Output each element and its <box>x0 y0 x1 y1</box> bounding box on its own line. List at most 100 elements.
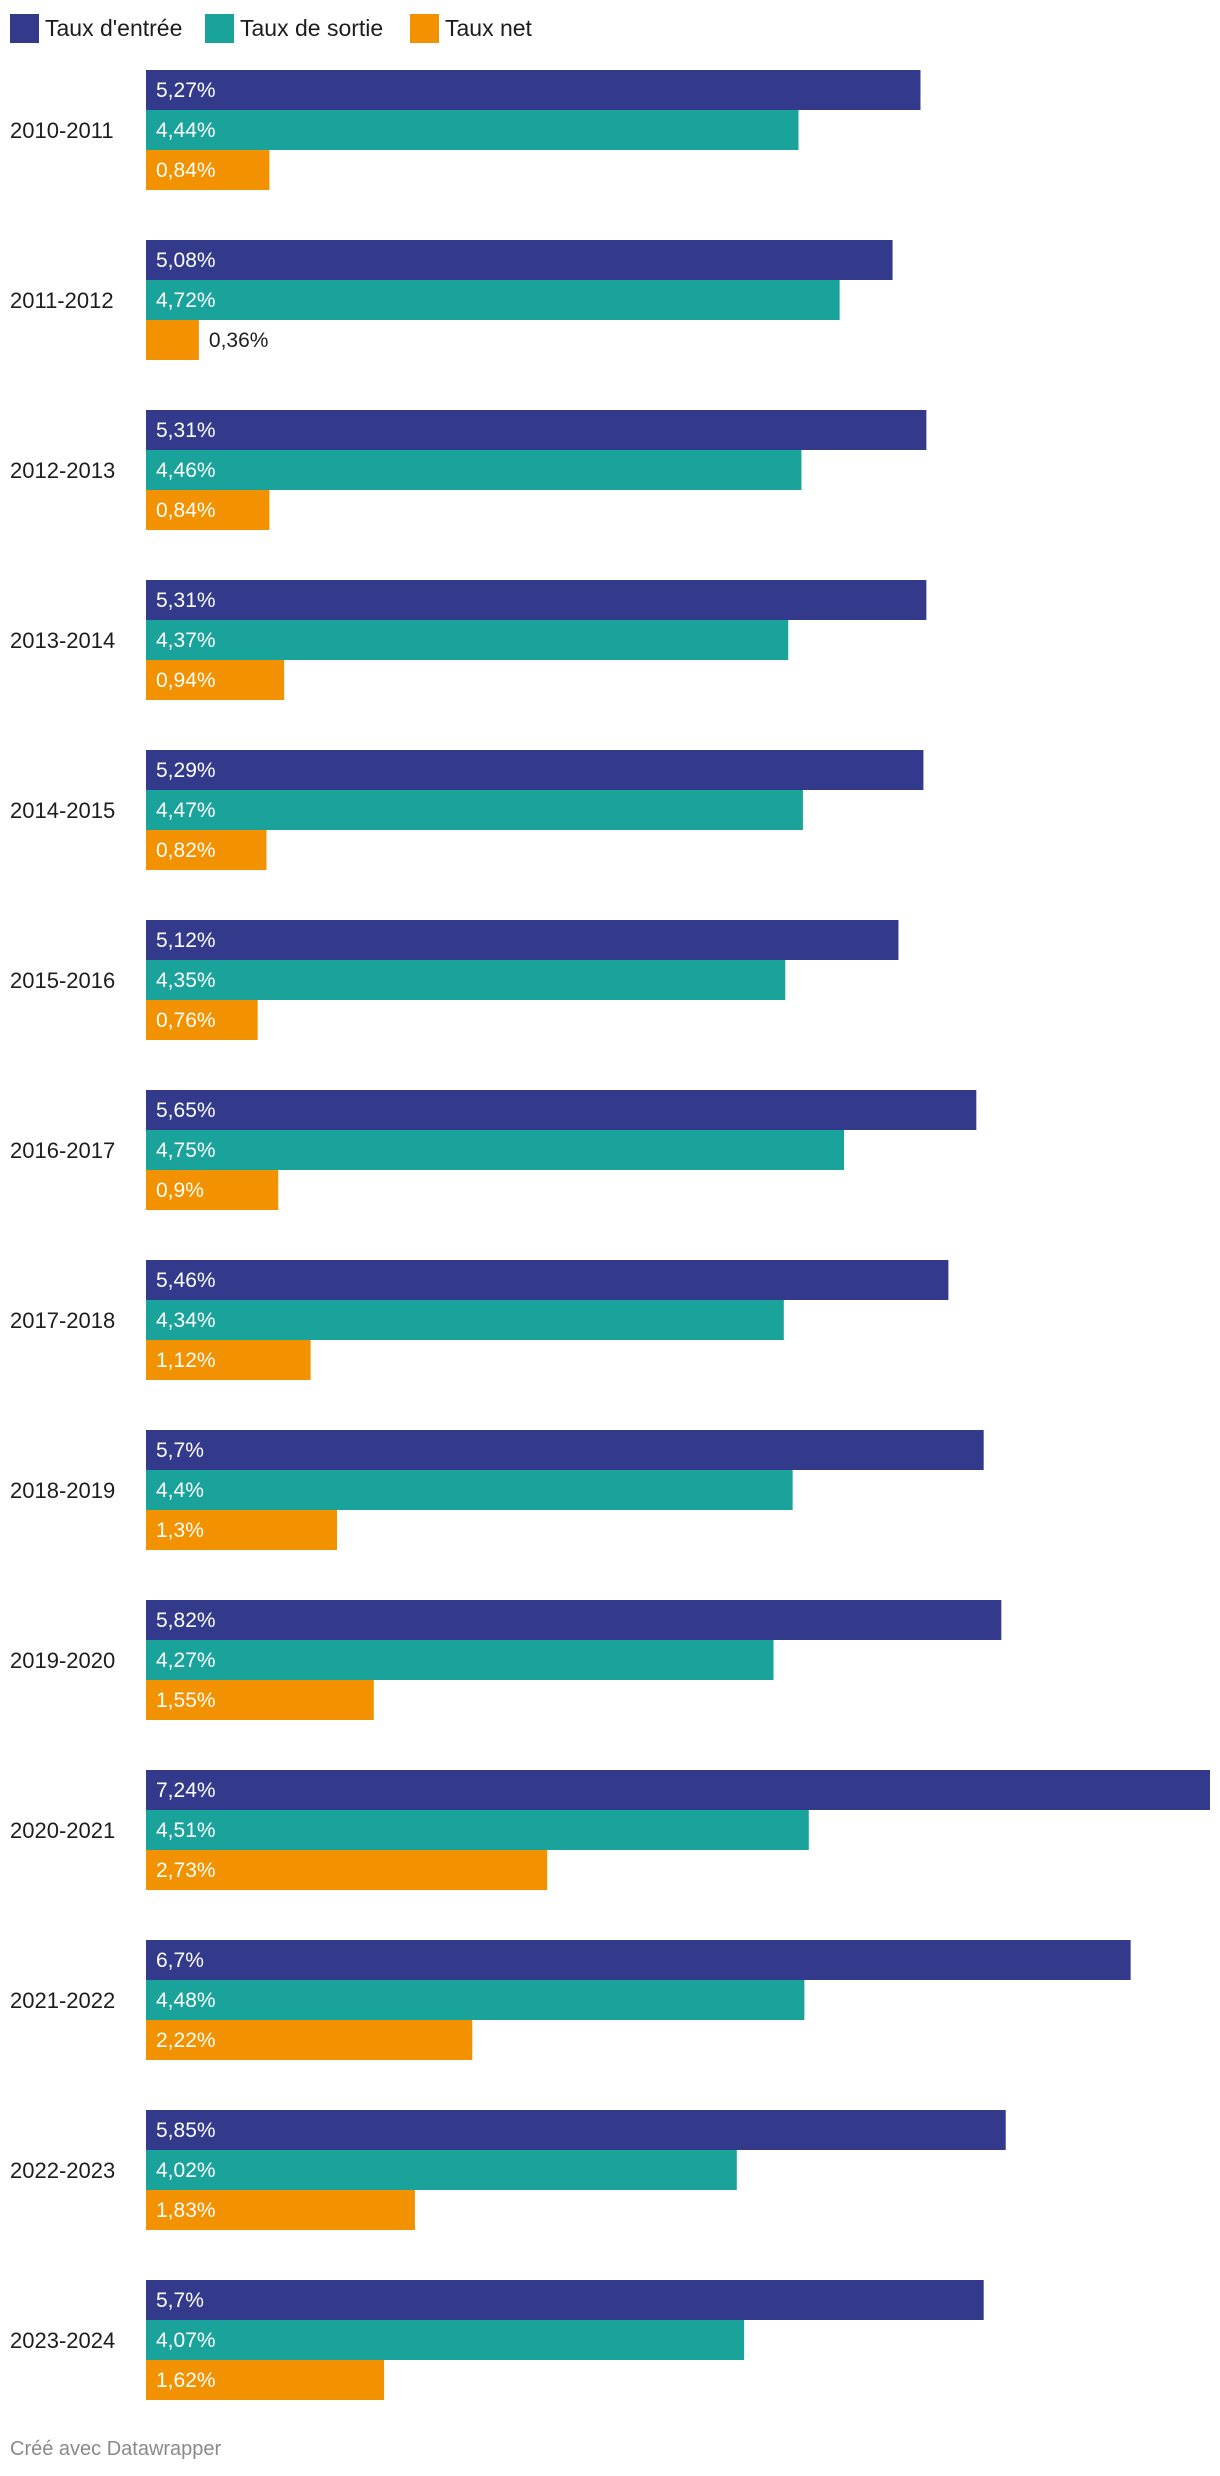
data-label: 5,65% <box>156 1099 216 1122</box>
category-label: 2022-2023 <box>10 2158 115 2183</box>
data-label: 5,31% <box>156 419 216 442</box>
category-label: 2020-2021 <box>10 1818 115 1843</box>
group-2015-2016: 2015-2016 5,12% 4,35% 0,76% <box>10 920 899 1040</box>
data-label: 0,94% <box>156 669 216 692</box>
category-label: 2016-2017 <box>10 1138 115 1163</box>
data-label: 4,72% <box>156 289 216 312</box>
bar <box>146 110 799 150</box>
bar <box>146 1090 977 1130</box>
bar <box>146 2190 415 2230</box>
bar <box>146 920 899 960</box>
data-label: 0,76% <box>156 1009 216 1032</box>
bar <box>146 1980 805 2020</box>
bar <box>146 660 285 700</box>
bar <box>146 410 927 450</box>
bar <box>146 70 921 110</box>
data-label: 4,47% <box>156 799 216 822</box>
category-label: 2012-2013 <box>10 458 115 483</box>
data-label: 4,48% <box>156 1989 216 2012</box>
bar <box>146 1130 845 1170</box>
data-label: 5,31% <box>156 589 216 612</box>
legend-label-1: Taux d'entrée <box>45 15 182 41</box>
bar <box>146 490 270 530</box>
bar <box>146 1680 374 1720</box>
bar <box>146 1340 311 1380</box>
bar <box>146 1640 774 1680</box>
data-label: 4,46% <box>156 459 216 482</box>
bar <box>146 580 927 620</box>
data-label: 5,46% <box>156 1269 216 1292</box>
data-label: 5,7% <box>156 1439 204 1462</box>
data-label: 0,36% <box>209 329 269 352</box>
bar <box>146 750 924 790</box>
data-label: 4,34% <box>156 1309 216 1332</box>
bar <box>146 320 199 360</box>
legend-swatch-1 <box>10 14 39 43</box>
legend-swatch-3 <box>410 14 439 43</box>
data-label: 5,82% <box>156 1609 216 1632</box>
group-2021-2022: 2021-2022 6,7% 4,48% 2,22% <box>10 1940 1131 2060</box>
group-2017-2018: 2017-2018 5,46% 4,34% 1,12% <box>10 1260 949 1380</box>
category-label: 2011-2012 <box>10 288 114 313</box>
category-label: 2019-2020 <box>10 1648 115 1673</box>
legend: Taux d'entrée Taux de sortie Taux net <box>10 14 533 43</box>
data-label: 5,29% <box>156 759 216 782</box>
category-label: 2010-2011 <box>10 118 114 143</box>
category-label: 2017-2018 <box>10 1308 115 1333</box>
bar <box>146 1470 793 1510</box>
group-2023-2024: 2023-2024 5,7% 4,07% 1,62% <box>10 2280 984 2400</box>
group-2012-2013: 2012-2013 5,31% 4,46% 0,84% <box>10 410 927 530</box>
bar <box>146 790 803 830</box>
bar <box>146 1000 258 1040</box>
data-label: 2,73% <box>156 1859 216 1882</box>
bar <box>146 1600 1002 1640</box>
bar <box>146 1850 548 1890</box>
bar <box>146 1510 338 1550</box>
group-2010-2011: 2010-2011 5,27% 4,44% 0,84% <box>10 70 921 190</box>
bar <box>146 2360 385 2400</box>
bar <box>146 150 270 190</box>
category-label: 2014-2015 <box>10 798 115 823</box>
data-label: 4,51% <box>156 1819 216 1842</box>
group-2018-2019: 2018-2019 5,7% 4,4% 1,3% <box>10 1430 984 1550</box>
data-label: 1,12% <box>156 1349 216 1372</box>
data-label: 1,62% <box>156 2369 216 2392</box>
data-label: 4,27% <box>156 1649 216 1672</box>
data-label: 4,35% <box>156 969 216 992</box>
category-label: 2018-2019 <box>10 1478 115 1503</box>
legend-label-2: Taux de sortie <box>240 15 383 41</box>
category-label: 2021-2022 <box>10 1988 115 2013</box>
category-label: 2013-2014 <box>10 628 115 653</box>
plot-area: 2010-2011 5,27% 4,44% 0,84% 2011-2012 5,08% 4,… <box>10 70 1210 2400</box>
bar <box>146 2280 984 2320</box>
data-label: 0,84% <box>156 159 216 182</box>
data-label: 5,27% <box>156 79 216 102</box>
category-label: 2015-2016 <box>10 968 115 993</box>
data-label: 6,7% <box>156 1949 204 1972</box>
bar <box>146 2150 737 2190</box>
data-label: 5,85% <box>156 2119 216 2142</box>
data-label: 1,83% <box>156 2199 216 2222</box>
group-2014-2015: 2014-2015 5,29% 4,47% 0,82% <box>10 750 924 870</box>
data-label: 4,75% <box>156 1139 216 1162</box>
data-label: 0,82% <box>156 839 216 862</box>
group-2022-2023: 2022-2023 5,85% 4,02% 1,83% <box>10 2110 1006 2230</box>
group-2019-2020: 2019-2020 5,82% 4,27% 1,55% <box>10 1600 1002 1720</box>
bar <box>146 2320 745 2360</box>
data-label: 7,24% <box>156 1779 216 1802</box>
data-label: 2,22% <box>156 2029 216 2052</box>
bar <box>146 2110 1006 2150</box>
data-label: 4,02% <box>156 2159 216 2182</box>
group-2016-2017: 2016-2017 5,65% 4,75% 0,9% <box>10 1090 977 1210</box>
bar <box>146 1770 1210 1810</box>
bar <box>146 620 789 660</box>
data-label: 4,07% <box>156 2329 216 2352</box>
data-label: 4,4% <box>156 1479 204 1502</box>
data-label: 0,9% <box>156 1179 204 1202</box>
legend-swatch-2 <box>205 14 234 43</box>
legend-label-3: Taux net <box>445 15 533 41</box>
data-label: 5,7% <box>156 2289 204 2312</box>
data-label: 0,84% <box>156 499 216 522</box>
data-label: 5,08% <box>156 249 216 272</box>
